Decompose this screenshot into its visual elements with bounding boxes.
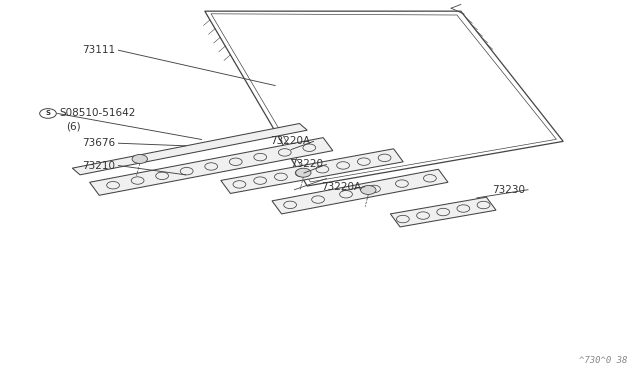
Text: ^730^0 38: ^730^0 38 (579, 356, 627, 365)
Polygon shape (390, 197, 496, 227)
Polygon shape (272, 169, 448, 214)
Text: 73220A: 73220A (321, 182, 362, 192)
Polygon shape (221, 149, 403, 193)
Text: 73220A: 73220A (270, 137, 310, 146)
Circle shape (132, 154, 147, 163)
Text: 73230: 73230 (492, 185, 525, 195)
Polygon shape (72, 124, 307, 175)
Text: (6): (6) (66, 122, 81, 131)
Text: 73676: 73676 (82, 138, 115, 148)
Circle shape (296, 168, 311, 177)
Polygon shape (90, 138, 333, 195)
Text: 73111: 73111 (82, 45, 115, 55)
Circle shape (361, 186, 376, 195)
Text: S08510-51642: S08510-51642 (60, 109, 136, 118)
Text: S: S (45, 110, 51, 116)
Text: 73220: 73220 (290, 160, 323, 169)
Text: 73210: 73210 (82, 161, 115, 170)
